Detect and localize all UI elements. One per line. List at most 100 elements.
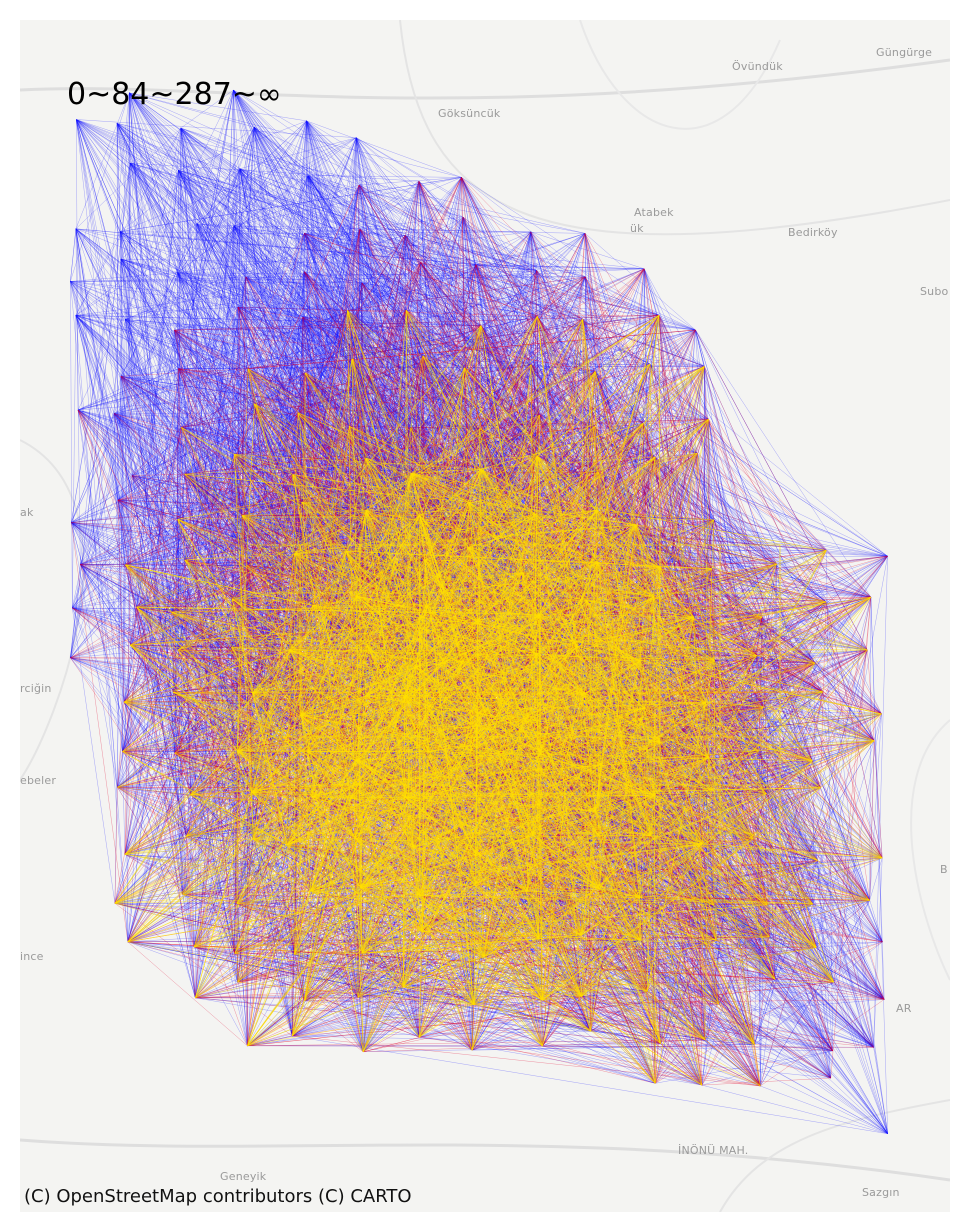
network-edge: [122, 92, 130, 752]
network-edge: [479, 428, 655, 458]
network-edge: [114, 315, 538, 414]
network-edge: [127, 941, 543, 1001]
network-edge: [254, 403, 588, 601]
network-edge: [713, 519, 827, 603]
network-edge: [873, 556, 888, 1048]
network-edge: [463, 217, 480, 429]
network-edge: [695, 329, 763, 618]
network-edge: [239, 168, 482, 326]
network-map: [20, 20, 950, 1212]
network-edge: [130, 162, 694, 618]
network-edge: [463, 217, 537, 271]
network-edge: [869, 857, 883, 901]
network-edge: [195, 89, 234, 998]
network-edge: [184, 427, 411, 475]
network-edge: [177, 649, 238, 983]
network-edge: [70, 281, 363, 284]
network-edge: [196, 223, 645, 270]
network-edge: [177, 170, 179, 273]
network-edge: [475, 264, 645, 270]
network-edge: [177, 128, 182, 650]
network-edge: [123, 235, 406, 703]
network-edge: [582, 319, 713, 569]
network-edge: [129, 92, 651, 365]
network-edge: [77, 368, 179, 411]
network-edge: [701, 1084, 888, 1134]
network-edge: [357, 939, 717, 998]
network-edge: [120, 258, 595, 427]
network-edge: [120, 306, 239, 377]
network-edge: [180, 128, 235, 455]
network-edge: [704, 981, 835, 1041]
map-view[interactable]: Övündük Güngürge Göksüncük Atabek ük Bed…: [20, 20, 950, 1212]
network-edge: [304, 233, 644, 424]
network-edge: [184, 175, 309, 561]
network-edge: [306, 120, 645, 709]
network-edge: [171, 231, 531, 613]
network-edge: [123, 235, 406, 703]
network-edge: [177, 272, 586, 278]
network-edge: [129, 92, 178, 273]
network-edge: [181, 412, 298, 428]
network-edge: [177, 272, 535, 514]
network-edge: [178, 368, 412, 474]
network-edge: [172, 692, 196, 998]
network-edge: [812, 760, 870, 901]
network-edge: [75, 315, 482, 326]
network-edge: [713, 904, 832, 1079]
network-edge: [420, 262, 644, 424]
network-edge: [124, 307, 239, 855]
network-edge: [307, 751, 703, 845]
network-edge: [302, 264, 476, 318]
network-edge: [708, 757, 814, 905]
network-edge: [581, 934, 719, 1005]
network-edge: [196, 223, 428, 607]
network-edge: [233, 89, 537, 654]
network-edge: [650, 835, 874, 1048]
network-edge: [177, 272, 248, 566]
network-edge: [306, 120, 596, 372]
network-edge: [186, 835, 768, 906]
network-edge: [193, 946, 238, 983]
network-edge: [461, 177, 883, 943]
network-edge: [123, 701, 191, 795]
network-edge: [75, 127, 182, 316]
network-edge: [286, 844, 293, 1037]
network-edge: [760, 904, 814, 1087]
network-edge: [254, 127, 482, 326]
network-edge: [362, 952, 648, 992]
network-edge: [76, 119, 121, 232]
network-edge: [130, 162, 367, 511]
network-edge: [304, 233, 364, 1052]
network-edge: [122, 319, 583, 752]
network-edge: [472, 1044, 755, 1051]
network-edge: [190, 794, 888, 1134]
network-edge: [117, 276, 586, 501]
network-edge: [120, 92, 130, 260]
network-edge: [70, 412, 298, 658]
road: [719, 1099, 950, 1212]
network-edge: [756, 601, 827, 656]
road: [20, 58, 950, 100]
network-edge: [75, 315, 364, 1052]
network-edge: [410, 371, 596, 429]
network-edge: [136, 607, 305, 1001]
network-edge: [117, 376, 122, 788]
network-edge: [125, 559, 185, 566]
network-edge: [356, 596, 874, 1048]
network-edge: [171, 358, 353, 613]
network-edge: [125, 319, 179, 369]
network-edge: [245, 127, 255, 277]
network-edge: [695, 329, 868, 651]
network-edge: [120, 231, 123, 752]
network-edge: [120, 259, 191, 795]
network-edge: [649, 363, 827, 602]
network-edge: [716, 940, 719, 1005]
network-edge: [177, 519, 179, 650]
network-edge: [245, 276, 696, 331]
network-edge: [116, 123, 538, 317]
network-edge: [127, 598, 233, 942]
network-edge: [120, 231, 406, 236]
network-edge: [405, 235, 757, 656]
network-edge: [595, 810, 883, 859]
